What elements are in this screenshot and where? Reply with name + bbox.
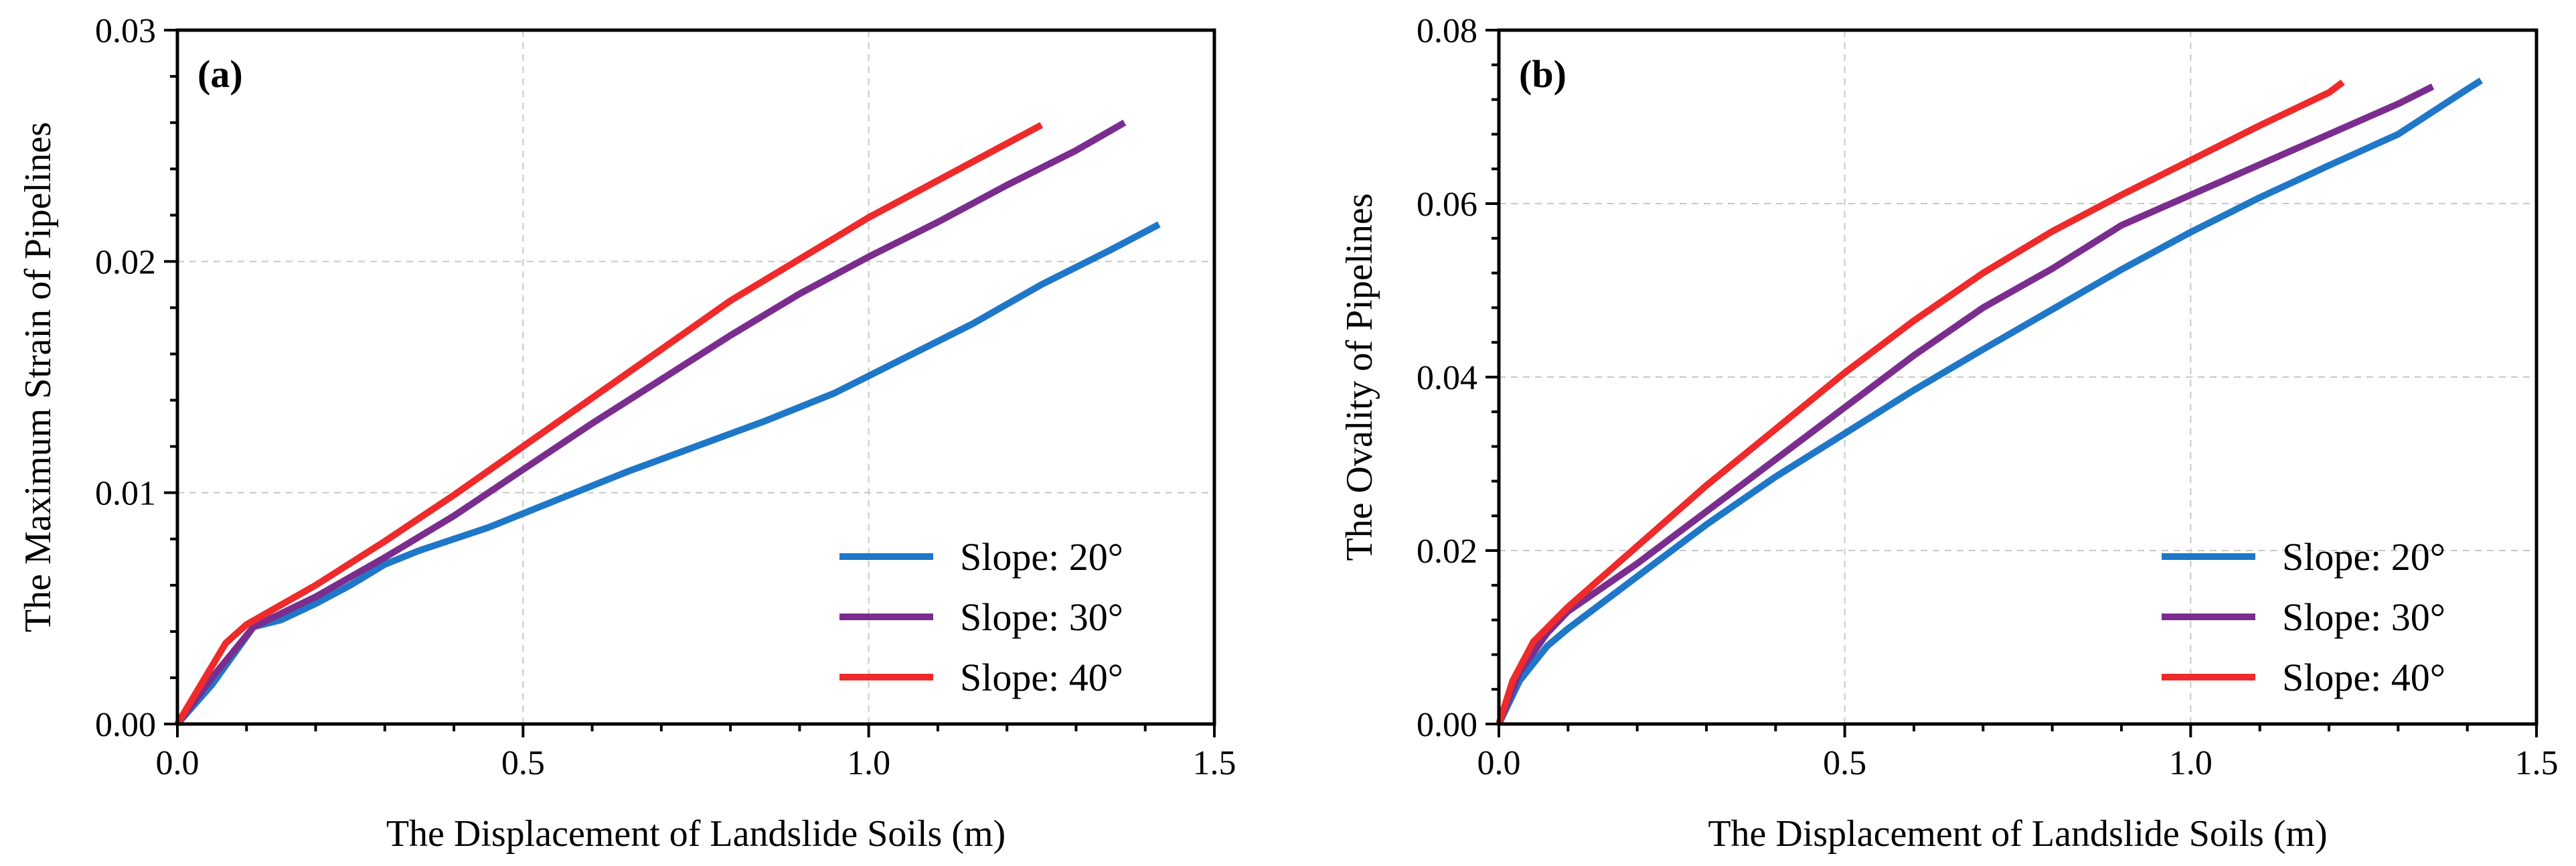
- x-tick-label: 1.0: [2169, 744, 2212, 782]
- y-axis-label: The Ovality of Pipelines: [1339, 193, 1380, 561]
- axes-frame: [175, 28, 1216, 726]
- y-tick-label: 0.04: [1417, 359, 1477, 397]
- series-line-1: [1496, 77, 2483, 726]
- x-axis-label: The Displacement of Landslide Soils (m): [386, 813, 1005, 855]
- x-tick-label: 0.5: [1823, 744, 1866, 782]
- panel-a: 0.0 0.5 1.0 1.5 0.00 0.01 0.02 0.03 The Displace…: [17, 12, 1236, 855]
- x-tick-label: 1.5: [1193, 744, 1236, 782]
- x-tick-label: 1.0: [847, 744, 890, 782]
- legend-label-1: Slope: 20°: [2282, 535, 2445, 579]
- y-tick-label: 0.02: [95, 243, 156, 281]
- series-line-1: [175, 221, 1161, 727]
- legend-label-1: Slope: 20°: [960, 535, 1123, 579]
- panel-label: (b): [1519, 52, 1566, 96]
- y-tick-label: 0.00: [95, 706, 156, 744]
- x-tick-label: 1.5: [2515, 744, 2559, 782]
- legend-label-2: Slope: 30°: [2282, 595, 2445, 639]
- y-tick-label: 0.08: [1417, 12, 1477, 50]
- y-tick-label: 0.02: [1417, 532, 1477, 571]
- series-line-3: [174, 122, 1044, 726]
- y-tick-label: 0.00: [1417, 706, 1477, 744]
- panel-b: 0.0 0.5 1.0 1.5 0.00 0.02 0.04 0.06 0.08 The Disp…: [1339, 12, 2559, 855]
- x-axis-label: The Displacement of Landslide Soils (m): [1708, 813, 2327, 855]
- x-tick-label: 0.0: [1477, 744, 1521, 782]
- x-tick-label: 0.5: [501, 744, 545, 782]
- y-tick-label: 0.01: [95, 475, 156, 513]
- legend-label-2: Slope: 30°: [960, 595, 1123, 639]
- y-tick-label: 0.03: [95, 12, 156, 50]
- series-line-3: [1496, 79, 2345, 725]
- y-axis-label: The Maximum Strain of Pipelines: [17, 122, 59, 632]
- panel-label: (a): [197, 52, 243, 96]
- y-tick-label: 0.06: [1417, 186, 1477, 224]
- x-tick-label: 0.0: [156, 744, 199, 782]
- legend-label-3: Slope: 40°: [960, 656, 1123, 699]
- legend-label-3: Slope: 40°: [2282, 656, 2445, 699]
- series-line-2: [174, 119, 1127, 726]
